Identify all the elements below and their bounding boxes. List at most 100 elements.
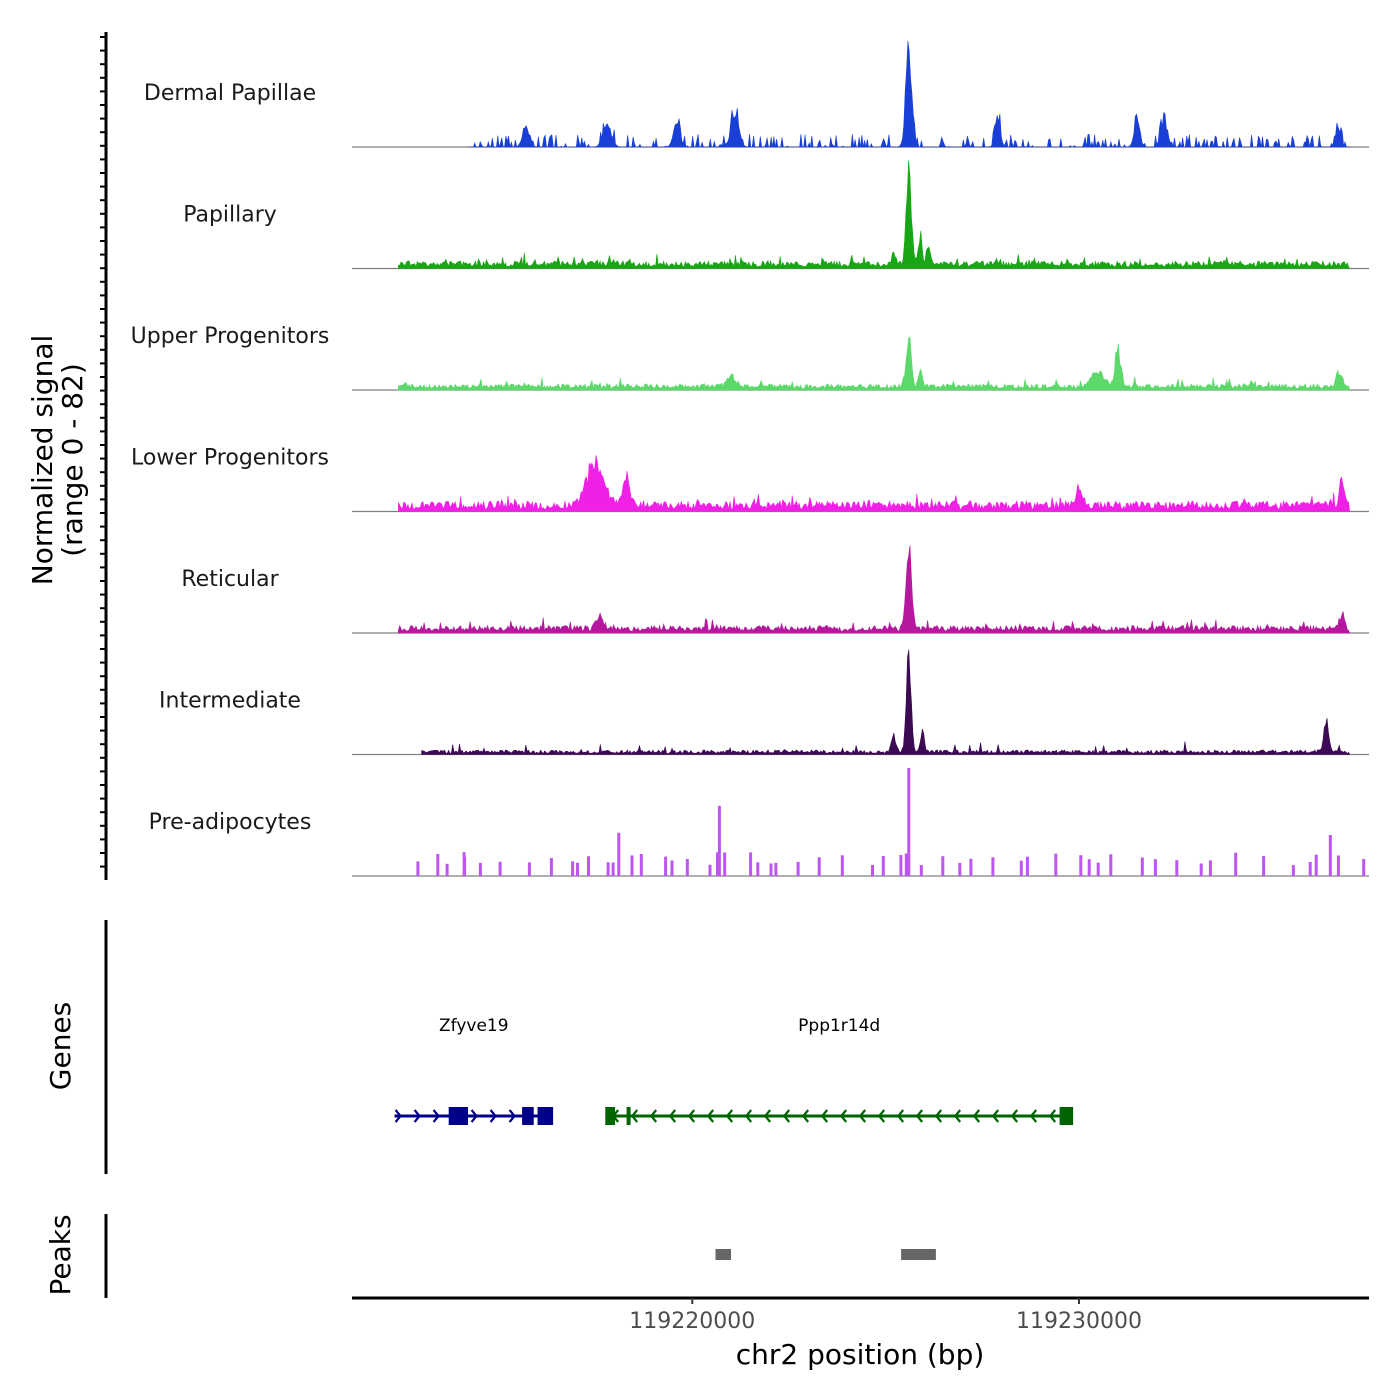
signal-bar [416,861,420,876]
gene-zfyve19: Zfyve19 [394,1016,554,1125]
gene-label: Ppp1r14d [798,1016,880,1036]
track-reticular: Reticular [181,545,1369,634]
signal-bar [958,862,962,876]
track-label: Dermal Papillae [144,81,316,106]
signal-bar [1079,855,1083,876]
signal-bar [571,861,575,876]
signal-bar [1234,852,1238,876]
strand-chevron [934,1109,943,1123]
signal-bar [899,855,903,876]
track-dermal-papillae: Dermal Papillae [144,40,1369,149]
strand-chevron [470,1109,478,1123]
signal-bar [1153,859,1157,876]
signal-bar [639,854,643,876]
signal-bar [919,865,923,876]
signal-bar [630,855,634,876]
signal-bar [1308,862,1312,876]
gene-exon [1059,1107,1074,1125]
signal-bar [1109,854,1113,876]
signal-bar [1362,859,1366,876]
peak-region [901,1249,936,1260]
track-upper-progenitors: Upper Progenitors [131,324,1369,391]
signal-bar [716,852,719,876]
strand-chevron [744,1109,753,1123]
strand-chevron [877,1109,886,1123]
signal-bar [717,805,721,876]
y-axis-title: Normalized signal (range 0 - 82) [26,335,89,586]
strand-chevron [668,1109,677,1123]
strand-chevron [706,1109,715,1123]
track-label: Papillary [183,203,277,228]
signal-bar [436,854,440,876]
strand-chevron [649,1109,658,1123]
signal-bar [1208,860,1212,876]
gene-exon [605,1107,615,1125]
signal-bar [1291,865,1295,876]
signal-bar [1328,835,1332,876]
signal-bar [606,862,610,876]
strand-chevron [687,1109,696,1123]
strand-chevron [725,1109,734,1123]
signal-area [398,455,1351,512]
strand-chevron [1029,1109,1038,1123]
strand-chevron [508,1109,516,1123]
coverage-tracks: Dermal Papillae Papillary Upper Progenitor… [131,40,1369,877]
signal-bar [904,853,908,876]
x-tick-label: 119230000 [1016,1309,1142,1334]
strand-chevron [972,1109,981,1123]
signal-bar [1140,857,1144,876]
signal-bar [723,852,727,876]
signal-bar [769,863,773,876]
signal-bar [881,856,885,876]
strand-chevron [1010,1109,1019,1123]
signal-bar [749,852,753,876]
strand-chevron [763,1109,772,1123]
strand-chevron [991,1109,1000,1123]
x-axis-ticks: 119220000 119230000 [629,1298,1142,1334]
strand-chevron [953,1109,962,1123]
strand-chevron [801,1109,810,1123]
strand-chevron [839,1109,848,1123]
track-intermediate: Intermediate [159,649,1369,756]
gene-label: Zfyve19 [439,1016,509,1036]
genes-panel: Genes Zfyve19 Ppp1r14d [44,920,1074,1174]
y-axis-title-line1: Normalized signal [26,335,59,586]
signal-area [421,649,1351,755]
signal-area [398,336,1351,391]
signal-bar [708,864,712,876]
track-pre-adipocytes: Pre-adipocytes [149,768,1369,877]
strand-chevron [858,1109,867,1123]
x-axis: 119220000 119230000 chr2 position (bp) [352,1296,1369,1371]
strand-chevron [432,1109,440,1123]
signal-bar [462,852,466,876]
signal-bar [1175,860,1179,876]
signal-bar [941,856,945,876]
peak-regions [715,1249,936,1260]
signal-bar [587,856,590,876]
track-label: Intermediate [159,689,301,714]
signal-bar [527,862,531,876]
signal-bar [478,862,482,876]
signal-bar [756,862,760,876]
signal-bar [445,863,449,876]
y-axis-title-line2: (range 0 - 82) [56,363,89,557]
signal-bar [871,865,874,876]
x-axis-title: chr2 position (bp) [736,1338,985,1371]
signal-bar [969,858,973,876]
gene-exon [448,1107,468,1125]
peaks-panel-title: Peaks [44,1214,77,1295]
signal-bar [576,862,579,876]
signal-bar [1199,863,1203,876]
strand-chevron [782,1109,791,1123]
track-label: Reticular [181,567,279,592]
strand-chevron [413,1109,421,1123]
signal-bar [1087,859,1091,876]
signal-area [398,545,1351,634]
signal-bar [498,861,502,876]
signal-bar [1019,860,1023,876]
signal-bar [1314,854,1318,876]
signal-bar [907,768,911,876]
gene-models: Zfyve19 Ppp1r14d [394,1016,1074,1125]
track-label: Pre-adipocytes [149,810,312,835]
